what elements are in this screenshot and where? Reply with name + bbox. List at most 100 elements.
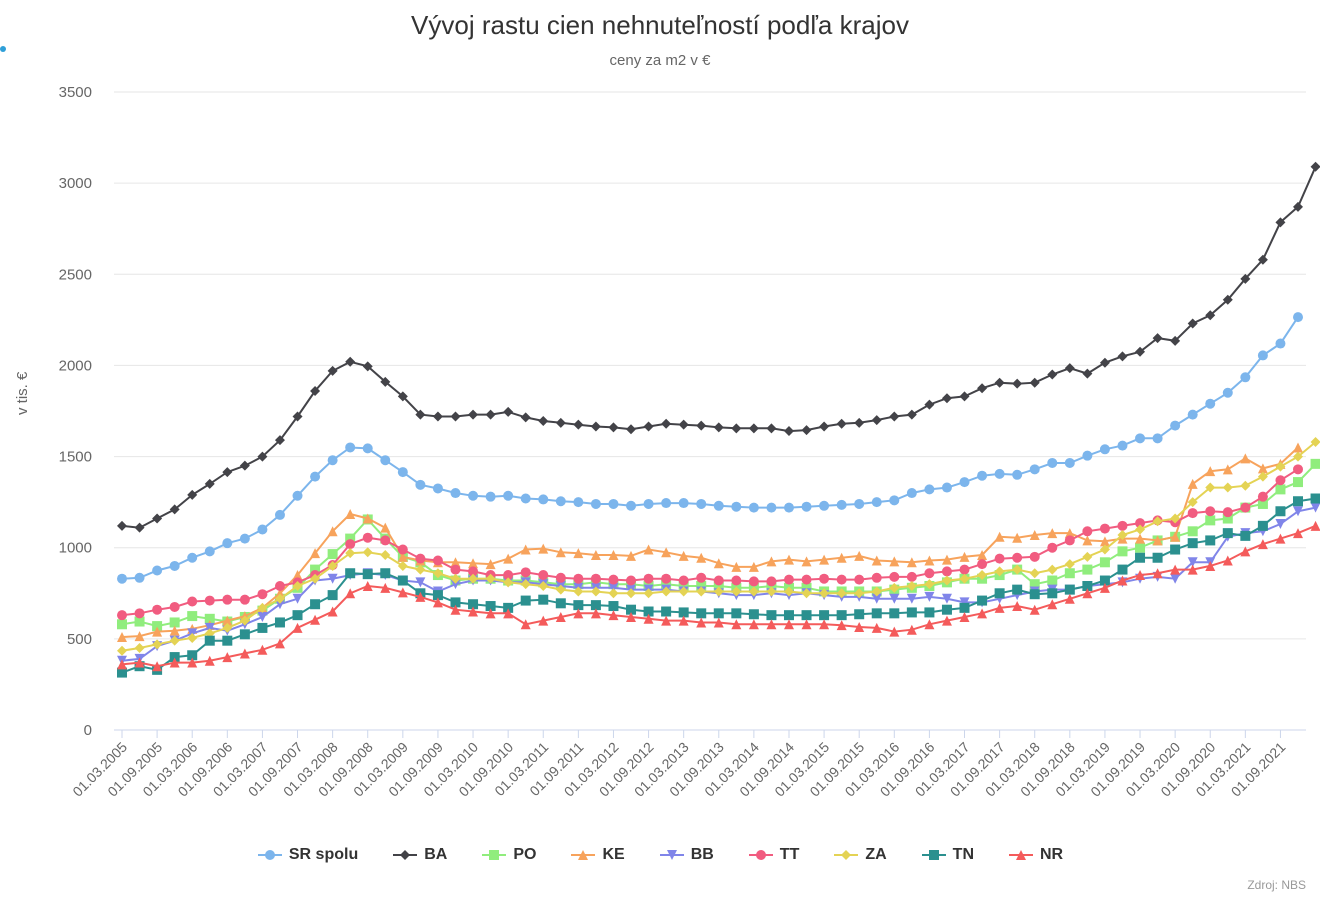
data-point — [924, 591, 935, 602]
data-point — [152, 513, 163, 524]
data-point — [977, 595, 988, 606]
data-point — [906, 624, 917, 635]
y-tick-labels: 0 500 1000 1500 2000 2500 3000 3500 — [59, 84, 92, 739]
legend-marker — [841, 850, 852, 860]
data-point — [450, 579, 461, 590]
data-point — [1064, 363, 1075, 374]
data-point — [906, 593, 917, 604]
data-point — [1012, 584, 1023, 595]
data-point — [1082, 535, 1093, 546]
data-point — [310, 614, 321, 625]
data-point — [678, 586, 689, 597]
data-point — [1205, 398, 1216, 409]
data-point — [397, 551, 408, 562]
data-point — [1222, 513, 1233, 524]
data-point — [468, 599, 479, 610]
data-point — [1205, 535, 1216, 546]
data-point — [1064, 568, 1075, 579]
data-point — [1029, 579, 1040, 590]
legend-marker — [1016, 850, 1026, 860]
credits[interactable]: Zdroj: NBS — [1247, 878, 1306, 892]
data-point — [152, 565, 163, 576]
data-point — [415, 591, 426, 602]
data-point — [1222, 482, 1233, 493]
y-tick-label: 3000 — [59, 175, 92, 192]
data-point — [1029, 377, 1040, 388]
data-point — [117, 667, 127, 678]
data-point — [643, 573, 654, 584]
data-point — [836, 620, 847, 631]
legend-item[interactable]: TN — [921, 846, 974, 864]
data-point — [1135, 346, 1146, 357]
data-point — [468, 566, 479, 577]
data-point — [555, 417, 566, 428]
data-point — [327, 549, 338, 560]
data-point — [1310, 436, 1320, 447]
legend-item[interactable]: TT — [748, 846, 799, 864]
legend-item[interactable]: SR spolu — [257, 846, 358, 864]
legend-item[interactable]: ZA — [833, 846, 887, 864]
data-point — [555, 547, 566, 558]
data-point — [380, 568, 391, 579]
data-point — [1152, 516, 1163, 527]
legend: SR spolu BA PO KE BB TT ZA TN NR — [0, 846, 1320, 864]
data-point — [661, 573, 672, 584]
data-point — [1275, 217, 1286, 228]
data-point — [766, 619, 777, 630]
data-point — [748, 609, 759, 620]
data-point — [906, 557, 917, 568]
data-point — [485, 608, 496, 619]
data-point — [468, 573, 479, 584]
y-tick-label: 1500 — [59, 449, 92, 466]
data-point — [959, 551, 970, 562]
data-point — [485, 573, 496, 584]
legend-item[interactable]: BA — [392, 846, 447, 864]
data-point — [134, 631, 145, 642]
data-point — [783, 426, 794, 437]
data-point — [748, 619, 759, 630]
data-point — [1064, 528, 1075, 539]
chart-title: Vývoj rastu cien nehnuteľností podľa kra… — [411, 10, 909, 40]
data-point — [1117, 575, 1128, 586]
data-point — [590, 550, 601, 561]
data-point — [608, 574, 619, 585]
data-point — [362, 361, 373, 372]
data-point — [696, 608, 707, 619]
data-point — [994, 531, 1005, 542]
chart-subtitle: ceny za m2 v € — [609, 52, 711, 69]
data-point — [310, 471, 321, 482]
legend-item[interactable]: KE — [570, 846, 625, 864]
data-point — [678, 580, 689, 591]
data-point — [257, 451, 268, 462]
legend-item[interactable]: BB — [659, 846, 714, 864]
data-point — [345, 539, 356, 550]
data-point — [485, 409, 496, 420]
data-point — [977, 608, 988, 619]
data-point — [1187, 538, 1198, 549]
data-point — [1099, 536, 1110, 547]
data-point — [310, 564, 321, 575]
data-point — [485, 559, 496, 570]
data-point — [1187, 409, 1198, 420]
data-point — [187, 596, 198, 607]
legend-item[interactable]: PO — [481, 846, 536, 864]
legend-symbol — [921, 850, 946, 860]
data-point — [239, 594, 250, 605]
data-point — [643, 421, 654, 432]
y-tick-label: 1000 — [59, 540, 92, 557]
data-point — [959, 597, 970, 608]
data-point — [1135, 524, 1146, 535]
data-point — [1257, 498, 1268, 509]
data-point — [1257, 254, 1268, 265]
data-point — [1029, 464, 1040, 475]
data-point — [1152, 433, 1163, 444]
data-point — [696, 572, 707, 583]
data-point — [310, 573, 321, 584]
data-point — [117, 520, 127, 531]
legend-symbol — [571, 850, 596, 860]
data-point — [1082, 580, 1093, 591]
data-point — [1205, 466, 1216, 477]
data-point — [1135, 552, 1146, 563]
legend-item[interactable]: NR — [1008, 846, 1063, 864]
data-point — [836, 588, 847, 599]
